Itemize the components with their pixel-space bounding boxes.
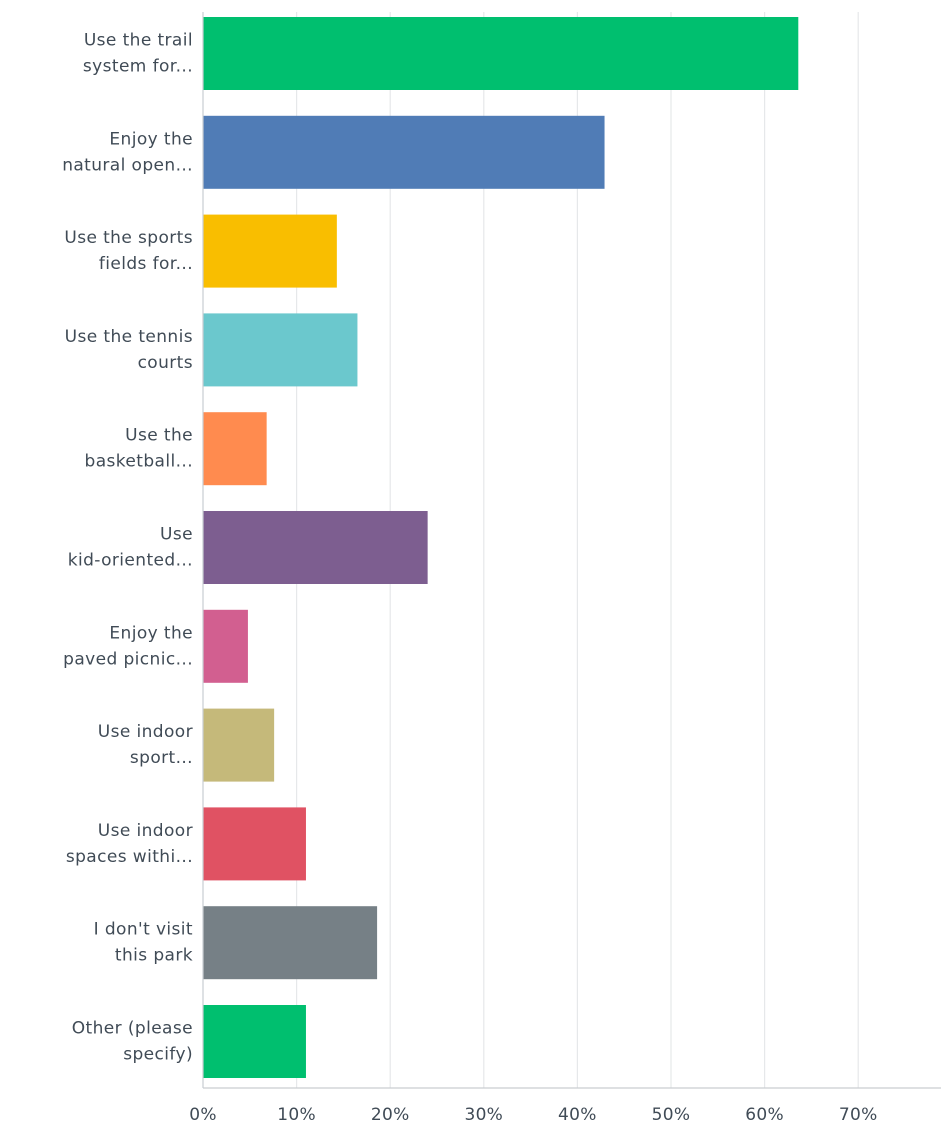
x-tick-label-40pct: 40% (558, 1105, 597, 1125)
category-label-4-line-1: Use the tennis (65, 327, 193, 347)
category-label-6-line-1: Use (160, 525, 193, 545)
category-label-6-line-2: kid-oriented... (68, 551, 193, 571)
x-tick-label-20pct: 20% (371, 1105, 410, 1125)
bar-10 (203, 906, 378, 980)
bar-11 (203, 1005, 306, 1078)
category-label-7-line-2: paved picnic... (63, 649, 193, 669)
category-label-9-line-2: spaces withi... (66, 847, 193, 867)
bar-7 (203, 609, 248, 683)
category-label-5-line-2: basketball... (85, 452, 194, 472)
x-tick-label-50pct: 50% (652, 1105, 691, 1125)
bar-3 (203, 214, 337, 288)
bar-5 (203, 412, 267, 486)
x-tick-label-60pct: 60% (745, 1105, 784, 1125)
category-label-2-line-2: natural open... (62, 155, 193, 175)
bars (203, 17, 799, 1078)
category-label-1-line-1: Use the trail (84, 31, 193, 51)
category-labels: Use the trail system for... Enjoy the natur… (62, 31, 194, 1065)
axes (202, 12, 941, 1089)
category-label-9-line-1: Use indoor (98, 821, 193, 841)
grid-lines (296, 12, 859, 1088)
category-label-3-line-1: Use the sports (64, 228, 193, 248)
category-label-11-line-2: specify) (123, 1045, 193, 1065)
x-tick-label-0pct: 0% (189, 1105, 217, 1125)
category-label-3-line-2: fields for... (99, 254, 193, 274)
x-tick-label-30pct: 30% (464, 1105, 503, 1125)
category-label-10-line-2: this park (115, 946, 193, 966)
category-label-11-line-1: Other (please (72, 1019, 193, 1039)
x-tick-labels: 0% 10% 20% 30% 40% 50% 60% 70% (189, 1105, 877, 1125)
category-label-10-line-1: I don't visit (94, 920, 193, 940)
category-label-2-line-1: Enjoy the (109, 129, 193, 149)
category-label-1-line-2: system for... (83, 57, 193, 77)
bar-2 (203, 115, 605, 189)
category-label-8-line-2: sport... (130, 748, 193, 768)
x-tick-label-10pct: 10% (277, 1105, 316, 1125)
bar-8 (203, 708, 275, 782)
x-tick-label-70pct: 70% (839, 1105, 878, 1125)
bar-1 (203, 17, 799, 90)
category-label-8-line-1: Use indoor (98, 722, 193, 742)
category-label-4-line-2: courts (138, 353, 193, 373)
category-label-7-line-1: Enjoy the (109, 623, 193, 643)
bar-9 (203, 807, 306, 881)
category-label-5-line-1: Use the (125, 426, 193, 446)
bar-4 (203, 313, 358, 387)
bar-6 (203, 511, 428, 584)
